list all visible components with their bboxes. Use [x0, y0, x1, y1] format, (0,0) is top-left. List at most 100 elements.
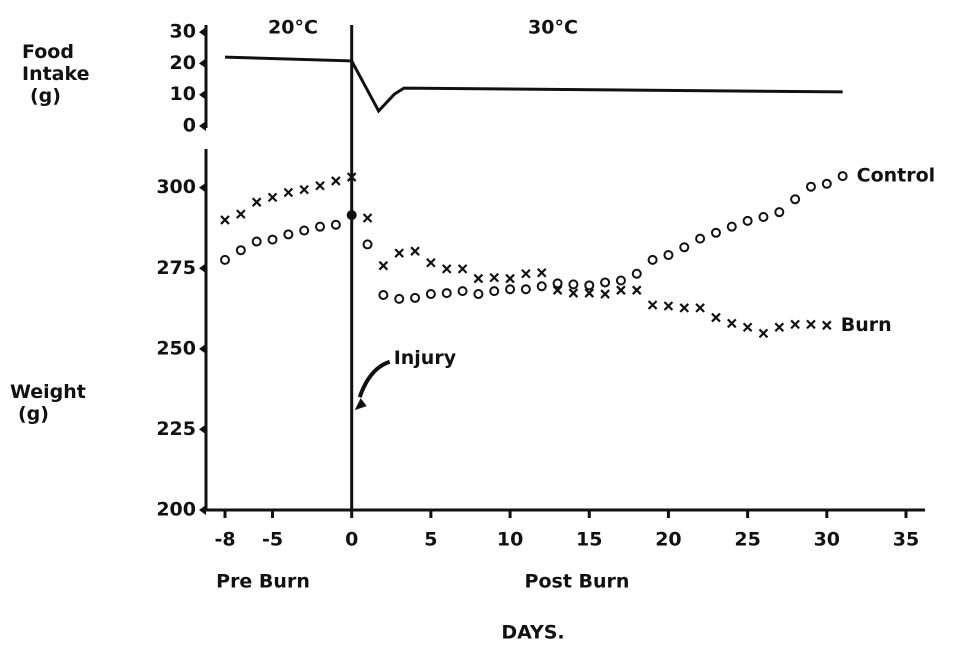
burn-point	[220, 215, 230, 225]
burn-point	[267, 192, 278, 203]
y-tick-label: 225	[156, 418, 196, 440]
annotation: 30°C	[528, 17, 578, 39]
control-point	[710, 227, 721, 238]
y-axis-label: Food Intake (g)	[22, 41, 90, 107]
annotation: Injury	[394, 347, 457, 369]
x-tick-label: -8	[214, 529, 235, 551]
control-point	[267, 234, 278, 245]
burn-point	[378, 260, 389, 271]
injury-arrow-head	[354, 398, 367, 411]
x-tick-label: -5	[262, 529, 283, 551]
control-point	[394, 293, 405, 304]
control-point	[299, 225, 310, 236]
burn-point	[536, 267, 547, 278]
control-point	[283, 229, 294, 240]
control-point	[505, 284, 516, 295]
burn-point	[299, 184, 309, 195]
x-tick-label: 0	[345, 529, 358, 551]
control-point	[584, 280, 595, 291]
x-axis-label: DAYS.	[501, 622, 564, 644]
control-point	[695, 233, 706, 244]
burn-point	[790, 319, 800, 330]
burn-point	[410, 246, 420, 256]
y-axis-label: Weight (g)	[10, 381, 86, 425]
burn-point	[695, 303, 705, 313]
control-point	[520, 284, 531, 295]
y-tick-label: 30	[170, 21, 196, 43]
burn-point	[236, 209, 246, 219]
tick-mark	[199, 263, 206, 274]
control-point	[552, 278, 563, 289]
food-line	[224, 55, 843, 114]
control-point	[821, 178, 832, 189]
axes	[204, 149, 925, 512]
control-point	[378, 290, 389, 301]
x-tick-label: 25	[734, 529, 760, 551]
burn-point	[315, 180, 325, 191]
burn-point	[822, 320, 832, 331]
x-tick-label: 5	[424, 529, 437, 551]
burn-point	[679, 303, 690, 313]
burn-point	[584, 288, 595, 298]
control-point	[315, 221, 326, 232]
burn-point	[441, 264, 452, 274]
burn-point	[631, 285, 642, 295]
y-tick-label: 20	[170, 52, 196, 74]
tick-mark	[199, 58, 206, 69]
y-tick-label: 10	[170, 83, 196, 105]
x-tick-label: 10	[497, 529, 523, 551]
burn-point	[600, 289, 610, 299]
tick-mark	[199, 89, 206, 100]
y-tick-label: 275	[156, 257, 196, 279]
tick-mark	[199, 121, 206, 131]
control-point	[457, 286, 468, 297]
annotation: 20°C	[268, 17, 318, 39]
tick-mark	[199, 182, 206, 193]
annotation: Pre Burn	[216, 571, 310, 593]
y-tick-label: 0	[183, 115, 196, 137]
control-point	[346, 210, 357, 221]
control-point	[805, 181, 816, 192]
control-point	[679, 242, 690, 253]
control-point	[251, 236, 262, 247]
burn-point	[552, 285, 563, 295]
control-point	[441, 288, 452, 299]
control-point	[742, 215, 753, 226]
control-point	[489, 286, 500, 297]
burn-point	[616, 285, 626, 295]
control-point	[631, 268, 642, 279]
control-point	[362, 239, 373, 250]
y-tick-label: 200	[156, 499, 196, 521]
control-point	[220, 254, 231, 265]
burn-point	[426, 258, 436, 268]
tick-mark	[199, 505, 206, 515]
burn-point	[251, 197, 262, 207]
burn-point	[457, 264, 468, 274]
tick-mark	[199, 343, 206, 354]
burn-point	[758, 328, 769, 339]
control-point	[330, 219, 341, 230]
control-point	[663, 250, 674, 261]
burn-point	[283, 187, 294, 198]
annotation: Post Burn	[525, 571, 630, 593]
burn-point	[362, 213, 373, 223]
y-tick-label: 300	[156, 176, 196, 198]
control-point	[568, 279, 579, 290]
control-point	[600, 277, 611, 288]
x-tick-label: 15	[576, 529, 602, 551]
burn-point	[727, 318, 737, 329]
tick-mark	[199, 27, 206, 38]
y-tick-label: 250	[156, 337, 196, 359]
control-point	[726, 221, 737, 232]
control-point	[758, 212, 769, 223]
control-point	[774, 207, 785, 218]
x-tick-label: 35	[893, 529, 919, 551]
burn-point	[473, 273, 484, 284]
burn-point	[489, 272, 500, 283]
control-point	[536, 281, 547, 292]
control-point	[615, 275, 626, 286]
burn-point	[647, 300, 658, 310]
control-point	[473, 289, 484, 300]
control-point	[410, 292, 421, 303]
